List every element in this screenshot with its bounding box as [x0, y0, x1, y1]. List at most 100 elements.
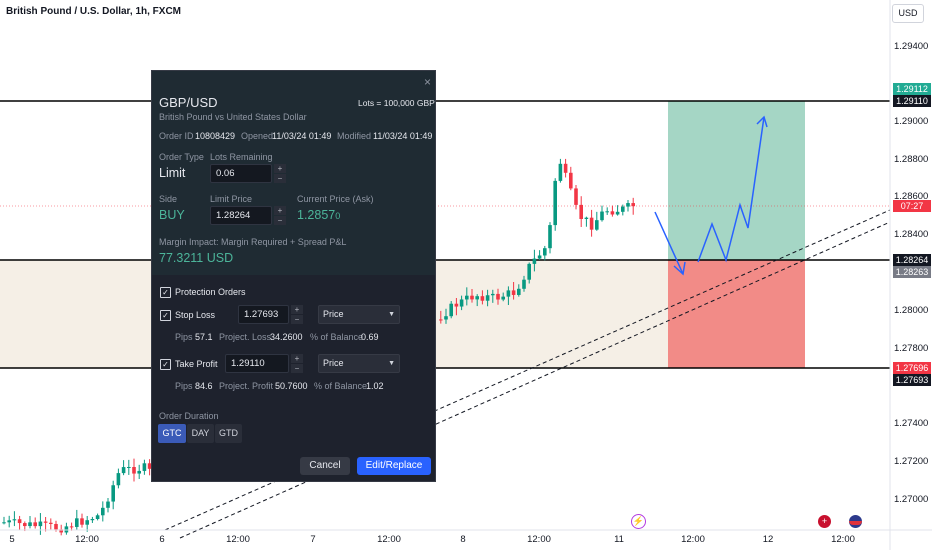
limit-price-stepper[interactable]: + −: [274, 206, 286, 225]
cancel-button[interactable]: Cancel: [300, 457, 350, 475]
stop-loss-input[interactable]: 1.27693: [238, 305, 289, 324]
increment-icon[interactable]: +: [274, 164, 286, 173]
channel-line-upper: [179, 221, 891, 539]
duration-gtd-button[interactable]: GTD: [215, 424, 242, 443]
price-tick: 1.27800: [894, 343, 929, 354]
time-tick: 12:00: [226, 534, 250, 545]
candle-body: [558, 163, 563, 181]
candle-body: [501, 296, 505, 300]
price-tick: 1.27400: [894, 418, 929, 429]
order-id: 10808429: [195, 131, 236, 141]
time-tick: 12:00: [681, 534, 705, 545]
opened-label: Opened: [241, 131, 274, 141]
candle-body: [111, 485, 115, 502]
candle-body: [543, 248, 547, 256]
candle-body: [537, 255, 542, 259]
protection-orders-checkbox[interactable]: ✓: [160, 287, 171, 298]
time-tick: 8: [460, 534, 466, 545]
sl-pips: 57.1: [195, 332, 213, 342]
current-price-main: 1.2857: [297, 208, 336, 222]
currency-selector[interactable]: USD: [892, 4, 924, 23]
candle-body: [553, 180, 557, 226]
price-tick: 1.27000: [894, 494, 929, 505]
candle-body: [33, 522, 37, 527]
stop-loss-stepper[interactable]: + −: [291, 305, 303, 324]
stop-loss-type-select[interactable]: Price ▼: [318, 305, 400, 324]
current-price-value: 1.28570: [297, 208, 340, 222]
take-profit-checkbox[interactable]: ✓: [160, 359, 171, 370]
candle-body: [80, 518, 84, 525]
candle-body: [459, 299, 464, 307]
tp-balance-label: % of Balance: [314, 381, 368, 391]
stop-loss-checkbox[interactable]: ✓: [160, 310, 171, 321]
price-tag-entry-ref: 1.28263: [893, 266, 931, 278]
price-tick: 1.28800: [894, 154, 929, 165]
time-tick: 7: [310, 534, 316, 545]
candle-body: [595, 220, 599, 230]
candle-body: [106, 501, 110, 508]
arrowhead-down: [673, 261, 686, 276]
stop-loss-type-value: Price: [323, 309, 344, 319]
decrement-icon[interactable]: −: [274, 174, 286, 183]
modified-time: 11/03/24 01:49: [373, 131, 433, 141]
profit-zone: [668, 101, 805, 260]
side-label: Side: [159, 194, 178, 204]
candle-body: [579, 204, 583, 219]
price-tick: 1.29000: [894, 116, 929, 127]
us-flag-icon[interactable]: [848, 514, 863, 529]
edit-replace-button[interactable]: Edit/Replace: [357, 457, 431, 475]
time-tick: 6: [159, 534, 165, 545]
candle-body: [480, 296, 485, 301]
increment-icon[interactable]: +: [274, 206, 286, 215]
lightning-icon[interactable]: ⚡: [631, 514, 646, 529]
increment-icon[interactable]: +: [291, 354, 303, 363]
order-type-label: Order Type: [159, 152, 204, 162]
tp-pips-label: Pips: [175, 381, 193, 391]
sl-pips-label: Pips: [175, 332, 193, 342]
time-tick: 12:00: [831, 534, 855, 545]
duration-gtc-button[interactable]: GTC: [158, 424, 186, 443]
lot-size-info: Lots = 100,000 GBP: [358, 98, 435, 108]
price-tag-tp[interactable]: 1.29110: [893, 95, 931, 107]
candle-body: [631, 203, 635, 207]
take-profit-stepper[interactable]: + −: [291, 354, 303, 373]
duration-day-button[interactable]: DAY: [187, 424, 214, 443]
candle-body: [532, 258, 537, 264]
candle-body: [465, 295, 469, 300]
price-tag-sl[interactable]: 1.27693: [893, 374, 931, 386]
lots-remaining-input[interactable]: 0.06: [210, 164, 272, 183]
decrement-icon[interactable]: −: [291, 315, 303, 324]
candle-body: [69, 526, 74, 528]
candle-body: [610, 211, 615, 215]
take-profit-type-select[interactable]: Price ▼: [318, 354, 400, 373]
sl-balance-label: % of Balance: [310, 332, 364, 342]
candle-body: [475, 296, 479, 300]
candle-body: [506, 290, 511, 297]
price-tag-entry[interactable]: 1.28264: [893, 254, 931, 266]
candle-body: [59, 529, 63, 533]
loss-zone: [668, 260, 805, 368]
price-tick: 1.28000: [894, 305, 929, 316]
take-profit-input[interactable]: 1.29110: [225, 354, 289, 373]
limit-price-input[interactable]: 1.28264: [210, 206, 272, 225]
candle-body: [17, 519, 22, 524]
lots-stepper[interactable]: + −: [274, 164, 286, 183]
take-profit-label: Take Profit: [175, 359, 218, 369]
tp-project-label: Project. Profit: [219, 381, 274, 391]
candle-body: [75, 518, 79, 527]
symbol-title[interactable]: British Pound / U.S. Dollar, 1h, FXCM: [6, 6, 182, 17]
increment-icon[interactable]: +: [291, 305, 303, 314]
decrement-icon[interactable]: −: [274, 216, 286, 225]
order-header-panel: [152, 71, 435, 275]
decrement-icon[interactable]: −: [291, 364, 303, 373]
uk-flag-icon[interactable]: +: [817, 514, 832, 529]
tp-balance: 1.02: [366, 381, 384, 391]
stop-loss-label: Stop Loss: [175, 310, 216, 320]
chevron-down-icon: ▼: [388, 311, 395, 318]
current-price-pip: 0: [335, 211, 341, 221]
candle-body: [132, 466, 136, 474]
close-icon[interactable]: ×: [424, 75, 432, 89]
price-tag-sl-ref: 1.27696: [893, 362, 931, 374]
modified-label: Modified: [337, 131, 372, 141]
